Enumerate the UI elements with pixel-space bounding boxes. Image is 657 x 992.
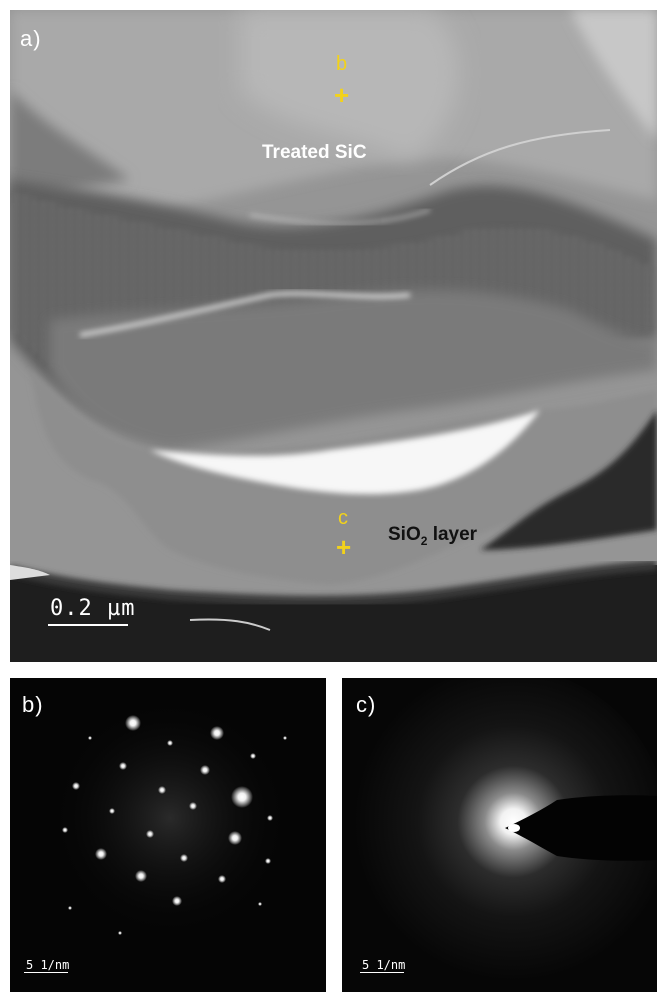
point-c-crosshair-icon: + [336,532,352,562]
tem-micrograph-panel: a) b + Treated SiC c + SiO2 layer 0.2 µm [10,10,657,662]
panel-c-label: c) [356,692,377,717]
point-c-letter: c [338,507,348,529]
panel-b-label: b) [22,692,44,717]
diffraction-halo-image [342,678,657,992]
scale-bar-b [24,972,68,973]
scale-bar-label-b: 5 1/nm [26,958,70,972]
diffraction-pattern-c-panel: c) 5 1/nm [342,678,657,992]
scale-bar-c [360,972,404,973]
scale-bar-label-c: 5 1/nm [362,958,406,972]
sio2-label-suffix: layer [427,524,478,545]
sio2-label-base: SiO [388,524,421,545]
scale-bar-a [48,624,128,626]
sio2-layer-label: SiO2 layer [388,524,477,548]
scale-bar-label-a: 0.2 µm [50,596,136,621]
diffraction-spots-image [10,678,326,992]
diffraction-pattern-b-panel: b) 5 1/nm [10,678,326,992]
tem-micrograph-image [10,10,657,662]
treated-sic-label: Treated SiC [262,142,367,163]
sio2-label-subscript: 2 [420,533,428,548]
point-b-crosshair-icon: + [334,80,350,110]
panel-a-label: a) [20,26,42,51]
point-b-letter: b [336,53,348,75]
